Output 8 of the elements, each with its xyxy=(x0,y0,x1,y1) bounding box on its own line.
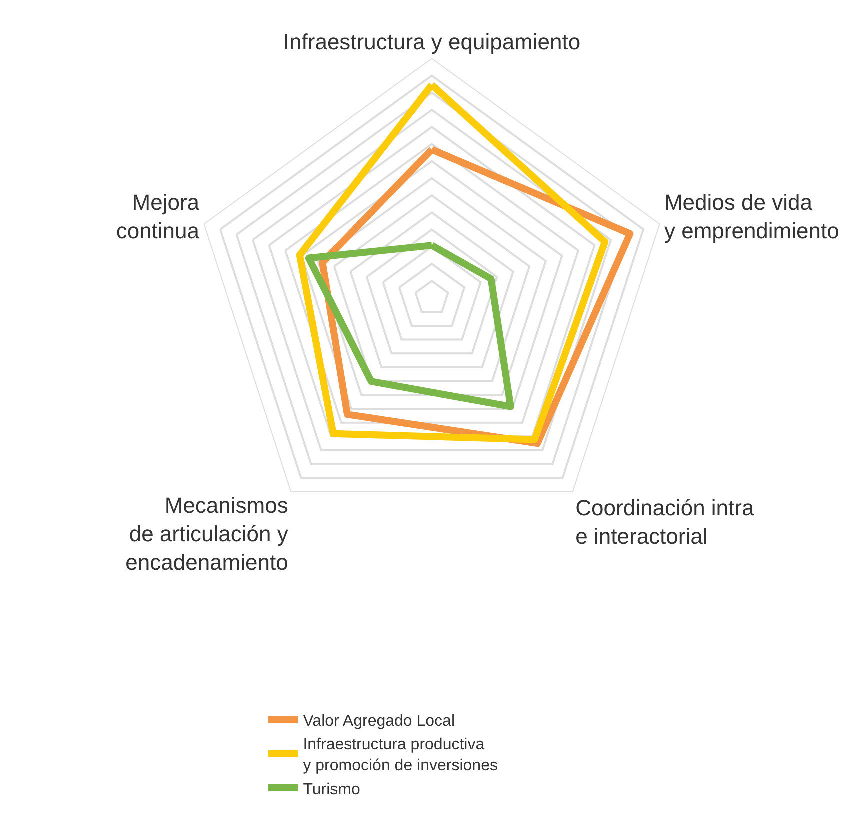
spoke-label: Infraestructura y equipamiento xyxy=(283,29,581,54)
spoke-label: Mejora continua xyxy=(116,190,200,244)
spoke-label: Coordinación intra e interactorial xyxy=(576,496,755,550)
spoke-label: Medios de vida y emprendimiento xyxy=(664,190,840,244)
legend-label: Infraestructura productiva y promoción de inversiones xyxy=(303,736,498,774)
spoke-label: Mecanismos de articulación y encadenamiento xyxy=(126,492,288,576)
legend-label: Turismo xyxy=(303,781,360,798)
legend-label: Valor Agregado Local xyxy=(303,712,456,730)
